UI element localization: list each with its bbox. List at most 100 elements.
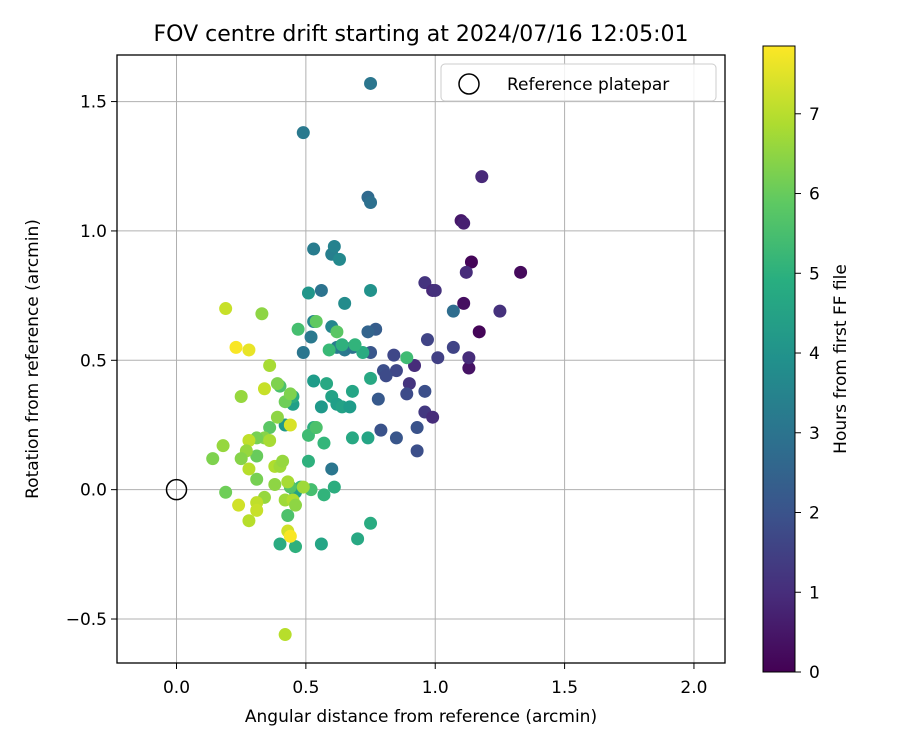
data-point: [317, 436, 331, 450]
colorbar-tick-label: 2: [809, 504, 820, 524]
data-point: [361, 431, 375, 445]
data-point: [242, 462, 256, 476]
data-point: [317, 488, 331, 502]
data-point: [351, 532, 365, 546]
data-point: [400, 387, 414, 401]
data-point: [242, 433, 256, 447]
data-point: [428, 283, 442, 297]
data-point: [263, 358, 277, 372]
data-point: [446, 304, 460, 318]
legend-box: [440, 63, 717, 102]
data-point: [364, 76, 378, 90]
data-point: [289, 498, 303, 512]
data-point: [400, 351, 414, 365]
data-point: [250, 472, 264, 486]
data-point: [338, 296, 352, 310]
data-point: [374, 423, 388, 437]
data-point: [364, 195, 378, 209]
y-tick-label: 0.5: [80, 351, 107, 371]
data-point: [296, 346, 310, 360]
data-point: [276, 454, 290, 468]
colorbar-tick-label: 5: [809, 264, 820, 284]
data-point: [446, 340, 460, 354]
data-point: [307, 374, 321, 388]
data-point: [327, 480, 341, 494]
colorbar-label: Hours from first FF file: [831, 264, 851, 454]
data-point: [426, 410, 440, 424]
x-axis-ticks: 0.0 0.5 1.0 1.5 2.0: [163, 663, 707, 698]
x-axis-label: Angular distance from reference (arcmin): [245, 707, 597, 727]
data-point: [472, 325, 486, 339]
data-point: [250, 449, 264, 463]
data-point: [255, 307, 269, 321]
data-point: [320, 377, 334, 391]
data-point: [296, 126, 310, 140]
data-point: [418, 384, 432, 398]
y-tick-label: 1.0: [80, 222, 107, 242]
data-point: [335, 338, 349, 352]
colorbar-tick-label: 6: [809, 185, 820, 205]
data-point: [364, 283, 378, 297]
data-point: [514, 265, 528, 279]
data-point: [219, 485, 233, 499]
data-point: [325, 462, 339, 476]
colorbar-tick-label: 3: [809, 424, 820, 444]
data-point: [361, 325, 375, 339]
data-point: [364, 516, 378, 530]
y-axis-ticks: −0.5 0.0 0.5 1.0 1.5: [66, 93, 117, 630]
data-point: [270, 410, 284, 424]
data-point: [242, 343, 256, 357]
legend-label: Reference platepar: [507, 75, 669, 95]
data-point: [348, 338, 362, 352]
data-point: [371, 392, 385, 406]
data-point: [464, 255, 478, 269]
data-point: [232, 498, 246, 512]
data-point: [250, 503, 264, 517]
data-point: [309, 314, 323, 328]
y-tick-label: 1.5: [80, 93, 107, 113]
data-point: [462, 351, 476, 365]
data-point: [457, 216, 471, 230]
data-point: [304, 330, 318, 344]
data-point: [410, 444, 424, 458]
data-point: [462, 361, 476, 375]
data-point: [314, 283, 328, 297]
colorbar: [762, 45, 796, 673]
reference-platepar-marker: [165, 478, 188, 501]
data-point: [314, 537, 328, 551]
legend: Reference platepar: [440, 63, 717, 102]
data-point: [278, 628, 292, 642]
data-point: [270, 377, 284, 391]
data-point: [289, 540, 303, 554]
data-point: [389, 431, 403, 445]
data-point: [333, 252, 347, 266]
data-point: [322, 343, 336, 357]
data-point: [206, 452, 220, 466]
data-point: [263, 433, 277, 447]
data-point: [234, 452, 248, 466]
data-point: [234, 390, 248, 404]
colorbar-tick-label: 7: [809, 105, 820, 125]
data-point: [389, 364, 403, 378]
colorbar-tick-label: 1: [809, 583, 820, 603]
data-point: [219, 302, 233, 316]
y-axis-label: Rotation from reference (arcmin): [23, 219, 43, 499]
data-point: [345, 431, 359, 445]
data-point: [281, 509, 295, 523]
data-point: [402, 377, 416, 391]
legend-marker-open-circle: [458, 73, 480, 95]
data-point: [345, 384, 359, 398]
data-point: [330, 325, 344, 339]
colorbar-tick-label: 0: [809, 663, 820, 683]
x-tick-label: 1.0: [422, 678, 449, 698]
data-point: [387, 348, 401, 362]
data-point: [301, 286, 315, 300]
data-point: [296, 480, 310, 494]
data-point: [242, 514, 256, 528]
colorbar-ticks: 0 1 2 3 4 5 6 7: [795, 105, 820, 683]
data-point: [314, 400, 328, 414]
data-point: [291, 322, 305, 336]
data-point: [410, 421, 424, 435]
